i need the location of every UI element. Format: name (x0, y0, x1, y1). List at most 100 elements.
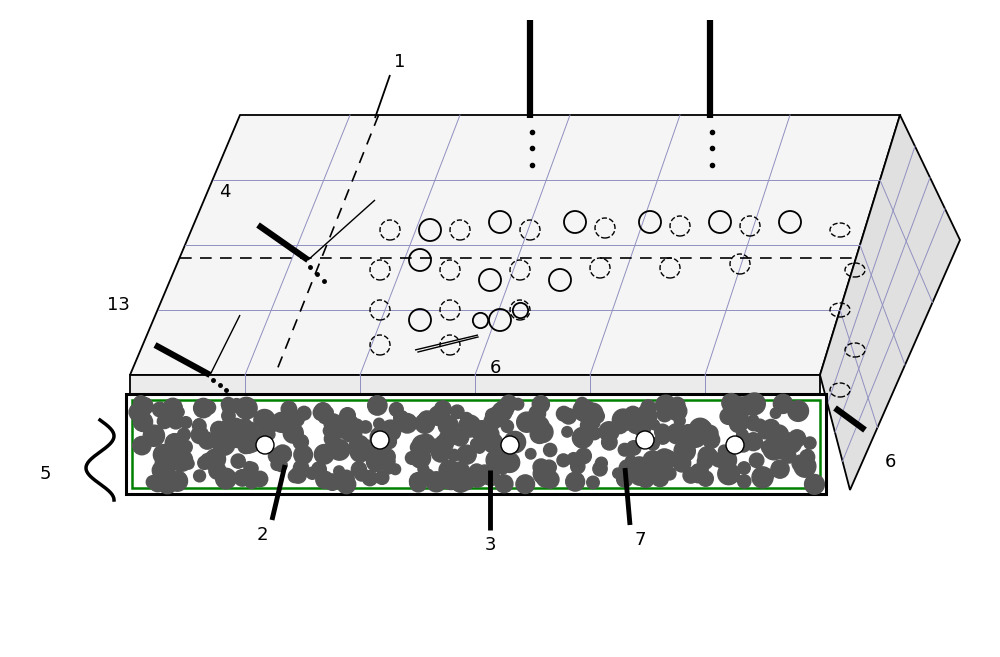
Circle shape (416, 440, 428, 452)
Circle shape (771, 460, 789, 478)
Circle shape (240, 419, 251, 429)
Circle shape (180, 417, 192, 428)
Circle shape (773, 394, 793, 413)
Circle shape (536, 468, 556, 487)
Circle shape (689, 419, 711, 440)
Circle shape (471, 438, 481, 449)
Circle shape (735, 413, 749, 426)
Text: 4: 4 (219, 183, 231, 201)
Circle shape (222, 409, 235, 422)
Circle shape (129, 403, 147, 421)
Circle shape (246, 463, 258, 475)
Circle shape (216, 468, 236, 489)
Circle shape (428, 439, 440, 451)
Circle shape (725, 470, 738, 483)
Circle shape (168, 414, 183, 429)
Circle shape (720, 408, 736, 424)
Circle shape (211, 421, 227, 438)
Circle shape (557, 454, 570, 466)
Circle shape (738, 475, 751, 488)
Polygon shape (820, 115, 960, 490)
Circle shape (288, 411, 304, 427)
Circle shape (770, 408, 781, 419)
Circle shape (435, 435, 453, 453)
Circle shape (516, 475, 535, 493)
Circle shape (362, 470, 378, 486)
Circle shape (744, 393, 765, 415)
Circle shape (164, 474, 174, 485)
Circle shape (670, 397, 685, 413)
Polygon shape (130, 375, 820, 490)
Text: 3: 3 (484, 536, 496, 554)
Circle shape (350, 442, 370, 462)
Circle shape (429, 406, 448, 426)
Circle shape (319, 412, 330, 424)
Circle shape (368, 396, 387, 415)
Circle shape (566, 472, 585, 491)
Circle shape (281, 401, 297, 417)
Circle shape (484, 413, 501, 430)
Circle shape (486, 450, 507, 470)
Circle shape (338, 470, 354, 486)
Circle shape (788, 430, 806, 447)
Circle shape (194, 398, 213, 418)
Circle shape (334, 466, 344, 476)
Circle shape (637, 405, 656, 424)
Circle shape (415, 414, 435, 434)
Circle shape (262, 415, 279, 432)
Circle shape (682, 426, 702, 445)
Circle shape (776, 437, 793, 453)
Circle shape (439, 460, 460, 481)
Circle shape (612, 409, 634, 431)
Circle shape (722, 394, 741, 413)
Circle shape (418, 411, 436, 428)
Circle shape (775, 440, 795, 459)
Circle shape (501, 420, 514, 432)
Circle shape (323, 425, 335, 437)
Circle shape (340, 408, 355, 423)
Circle shape (155, 452, 177, 474)
Circle shape (238, 438, 253, 453)
Circle shape (787, 403, 800, 415)
Circle shape (749, 453, 764, 468)
Circle shape (794, 455, 816, 477)
Circle shape (532, 422, 553, 443)
Circle shape (768, 434, 779, 445)
Circle shape (595, 457, 607, 469)
Bar (132, 400, 820, 488)
Circle shape (418, 434, 435, 451)
Circle shape (448, 449, 460, 461)
Circle shape (483, 433, 503, 453)
Circle shape (410, 441, 424, 454)
Circle shape (435, 401, 451, 417)
Circle shape (459, 415, 481, 437)
Circle shape (175, 449, 185, 460)
Circle shape (133, 412, 153, 432)
Circle shape (179, 440, 192, 454)
Circle shape (482, 434, 498, 449)
Circle shape (673, 455, 691, 472)
Circle shape (346, 416, 358, 427)
Circle shape (306, 467, 318, 480)
Circle shape (441, 427, 459, 445)
Circle shape (639, 407, 657, 426)
Circle shape (692, 434, 704, 447)
Circle shape (763, 439, 784, 460)
Circle shape (206, 459, 217, 470)
Circle shape (650, 464, 666, 480)
Circle shape (483, 469, 500, 486)
Circle shape (633, 418, 651, 436)
Circle shape (571, 459, 585, 474)
Circle shape (152, 461, 170, 479)
Circle shape (261, 415, 275, 429)
Circle shape (572, 428, 593, 448)
Circle shape (205, 449, 226, 469)
Circle shape (497, 463, 508, 474)
Circle shape (725, 445, 736, 455)
Circle shape (442, 471, 460, 489)
Circle shape (450, 405, 464, 419)
Circle shape (469, 464, 484, 479)
Circle shape (782, 449, 796, 463)
Circle shape (618, 410, 629, 421)
Circle shape (530, 425, 549, 443)
